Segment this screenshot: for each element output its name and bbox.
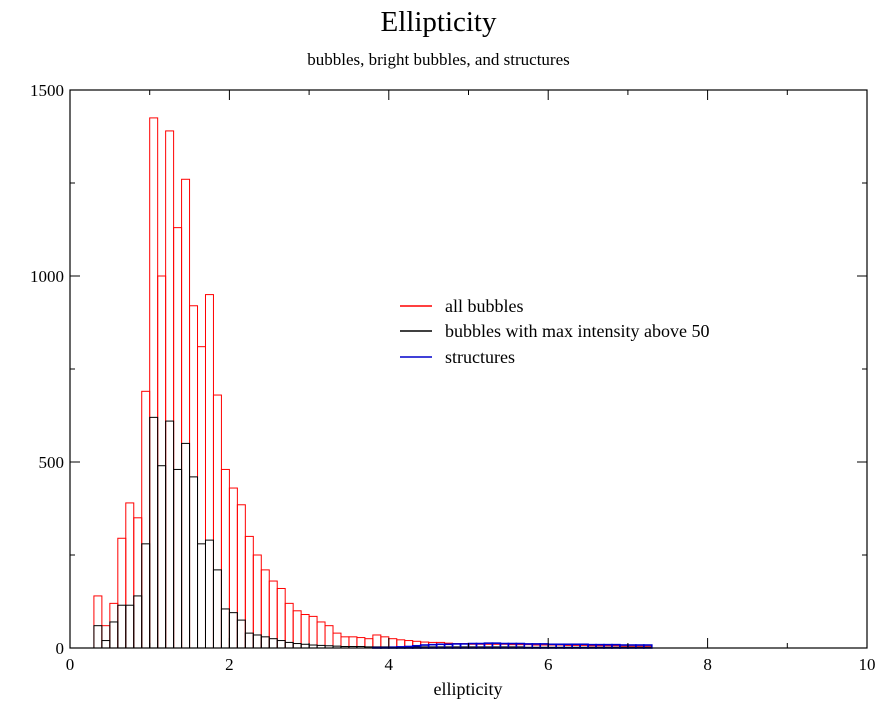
bar-series-1-bin-11 <box>181 442 191 649</box>
y-tick-label-500: 500 <box>39 453 65 472</box>
bar-series-0-bin-23 <box>276 587 286 649</box>
bar-series-0-bin-29 <box>324 625 334 649</box>
bar-series-1-bin-12 <box>189 476 199 649</box>
bar-series-1-bin-15 <box>212 569 222 649</box>
x-tick-label-4: 4 <box>385 655 394 674</box>
bar-series-0-bin-36 <box>380 636 390 649</box>
bar-series-0-bin-1 <box>101 625 111 649</box>
bar-series-0-bin-3 <box>117 537 127 649</box>
bar-series-1-bin-4 <box>125 604 135 649</box>
bar-series-1-bin-21 <box>260 636 270 649</box>
bar-series-1-bin-17 <box>228 612 238 649</box>
x-tick-label-0: 0 <box>66 655 75 674</box>
bar-series-0-bin-18 <box>236 504 246 649</box>
x-tick-label-2: 2 <box>225 655 234 674</box>
bar-series-1-bin-2 <box>109 621 119 649</box>
bar-series-0-bin-28 <box>316 621 326 649</box>
bar-series-2-bin-49 <box>483 642 494 649</box>
bar-series-0-bin-17 <box>228 487 238 649</box>
x-tick-label-10: 10 <box>859 655 876 674</box>
bar-series-0-bin-19 <box>244 535 254 649</box>
bar-series-0-bin-11 <box>181 178 191 649</box>
legend: all bubbles bubbles with max intensity a… <box>400 296 709 367</box>
bar-series-1-bin-24 <box>284 641 294 649</box>
bar-series-1-bin-6 <box>141 543 151 649</box>
y-tick-label-0: 0 <box>56 639 65 658</box>
bar-series-1-bin-14 <box>204 539 214 649</box>
bar-series-0-bin-8 <box>157 275 167 649</box>
bar-series-0-bin-5 <box>133 517 143 649</box>
bar-series-1-bin-5 <box>133 595 143 649</box>
bar-series-0-bin-20 <box>252 554 262 649</box>
bar-series-0-bin-22 <box>268 580 278 649</box>
ticks-layer: 0 2 4 6 8 10 0 500 1000 1500 <box>30 81 876 674</box>
bar-series-2-bin-46 <box>459 643 470 649</box>
bar-series-2-bin-54 <box>523 643 534 649</box>
bar-series-0-bin-15 <box>212 394 222 649</box>
y-tick-label-1500: 1500 <box>30 81 64 100</box>
y-tick-label-1000: 1000 <box>30 267 64 286</box>
bar-series-1-bin-1 <box>101 640 111 649</box>
series-0-bars <box>93 117 653 649</box>
bars-layer <box>93 117 653 649</box>
bar-series-1-bin-22 <box>268 638 278 649</box>
legend-label-bright-bubbles: bubbles with max intensity above 50 <box>445 321 709 341</box>
bar-series-1-bin-9 <box>165 420 175 649</box>
bar-series-1-bin-7 <box>149 416 159 649</box>
bar-series-0-bin-10 <box>173 227 183 649</box>
bar-series-2-bin-56 <box>539 643 549 649</box>
chart-title: Ellipticity <box>380 6 497 38</box>
bar-series-1-bin-20 <box>252 634 262 649</box>
bar-series-0-bin-26 <box>300 614 310 649</box>
x-tick-label-6: 6 <box>544 655 553 674</box>
bar-series-1-bin-13 <box>197 543 206 649</box>
bar-series-0-bin-2 <box>109 602 119 649</box>
bar-series-1-bin-3 <box>117 604 127 649</box>
bar-series-2-bin-52 <box>507 642 518 649</box>
bar-series-2-bin-55 <box>531 643 542 649</box>
bar-series-0-bin-25 <box>292 610 302 649</box>
bar-series-1-bin-19 <box>244 632 254 649</box>
bar-series-1-bin-8 <box>157 465 167 649</box>
legend-label-structures: structures <box>445 347 515 367</box>
bar-series-0-bin-35 <box>372 634 382 649</box>
chart-subtitle: bubbles, bright bubbles, and structures <box>307 50 570 69</box>
bar-series-2-bin-47 <box>467 642 478 649</box>
bar-series-0-bin-24 <box>284 602 294 649</box>
bar-series-1-bin-25 <box>292 643 302 649</box>
bar-series-0-bin-6 <box>141 390 151 649</box>
bar-series-0-bin-7 <box>149 117 159 649</box>
bar-series-2-bin-45 <box>451 643 462 649</box>
x-tick-label-8: 8 <box>703 655 712 674</box>
bar-series-2-bin-53 <box>515 642 526 649</box>
bar-series-1-bin-10 <box>173 468 183 649</box>
x-axis-label: ellipticity <box>434 679 503 699</box>
bar-series-0-bin-4 <box>125 502 135 649</box>
bar-series-2-bin-50 <box>491 642 502 649</box>
bar-series-1-bin-16 <box>220 608 230 649</box>
bar-series-2-bin-48 <box>475 642 486 649</box>
bar-series-0-bin-13 <box>197 346 206 649</box>
bar-series-1-bin-23 <box>276 640 286 649</box>
bar-series-2-bin-51 <box>499 642 510 649</box>
bar-series-1-bin-18 <box>236 619 246 649</box>
bar-series-1-bin-0 <box>93 625 103 649</box>
bar-series-0-bin-16 <box>220 468 230 649</box>
legend-label-all-bubbles: all bubbles <box>445 296 524 316</box>
series-1-bars <box>93 416 653 649</box>
bar-series-0-bin-14 <box>204 294 214 649</box>
bar-series-0-bin-0 <box>93 595 103 649</box>
bar-series-0-bin-21 <box>260 569 270 649</box>
bar-series-0-bin-9 <box>165 130 175 649</box>
bar-series-0-bin-27 <box>308 615 318 649</box>
